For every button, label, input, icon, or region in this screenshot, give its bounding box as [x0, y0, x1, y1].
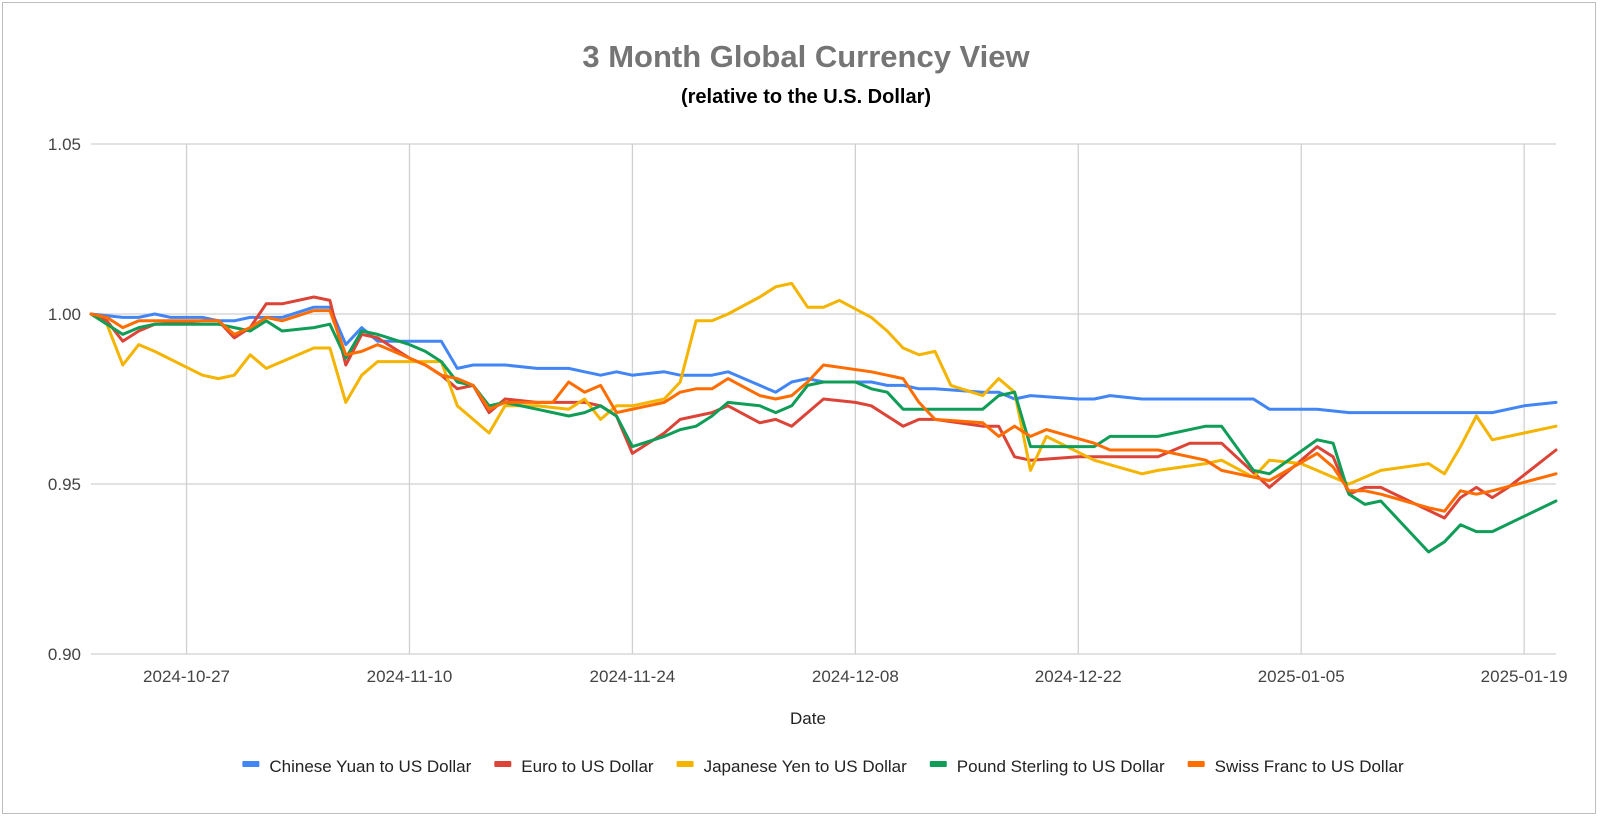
chart-subtitle: (relative to the U.S. Dollar): [681, 86, 931, 108]
x-tick-label: 2024-12-08: [812, 667, 899, 686]
legend-label: Chinese Yuan to US Dollar: [269, 757, 471, 776]
legend-item: Chinese Yuan to US Dollar: [242, 757, 472, 776]
legend-swatch: [242, 761, 260, 767]
x-axis-title: Date: [790, 709, 826, 728]
x-tick-label: 2024-10-27: [143, 667, 230, 686]
legend-swatch: [494, 761, 512, 767]
y-tick-label: 0.90: [48, 645, 81, 664]
legend-label: Euro to US Dollar: [521, 757, 654, 776]
x-tick-label: 2025-01-19: [1481, 667, 1568, 686]
gridlines: [91, 143, 1556, 655]
y-tick-label: 0.95: [48, 475, 81, 494]
legend-item: Japanese Yen to US Dollar: [676, 757, 908, 776]
y-tick-label: 1.05: [48, 135, 81, 154]
x-axis-ticks: 2024-10-27 2024-11-10 2024-11-24 2024-12-08…: [143, 667, 1568, 686]
legend-swatch: [1187, 761, 1205, 767]
x-tick-label: 2024-11-10: [367, 667, 453, 686]
legend-label: Pound Sterling to US Dollar: [957, 757, 1165, 776]
series-line-swiss-franc-to-us-dollar: [89, 309, 1558, 513]
series-line-euro-to-us-dollar: [89, 295, 1558, 520]
x-tick-label: 2024-12-22: [1035, 667, 1122, 686]
series-line-japanese-yen-to-us-dollar: [89, 281, 1558, 486]
series-lines: [89, 281, 1558, 554]
legend-item: Swiss Franc to US Dollar: [1187, 757, 1404, 776]
legend-label: Swiss Franc to US Dollar: [1215, 757, 1404, 776]
legend-item: Pound Sterling to US Dollar: [929, 757, 1165, 776]
y-tick-label: 1.00: [48, 305, 81, 324]
legend-label: Japanese Yen to US Dollar: [704, 757, 908, 776]
x-tick-label: 2025-01-05: [1258, 667, 1345, 686]
legend-item: Euro to US Dollar: [494, 757, 654, 776]
chart-title: 3 Month Global Currency View: [582, 39, 1030, 74]
series-line-pound-sterling-to-us-dollar: [89, 312, 1558, 554]
y-axis-ticks: 0.90 0.95 1.00 1.05: [48, 135, 81, 664]
legend-swatch: [676, 761, 694, 767]
legend: Chinese Yuan to US Dollar Euro to US Doll…: [242, 757, 1404, 776]
legend-swatch: [929, 761, 947, 767]
series-line-chinese-yuan-to-us-dollar: [89, 305, 1558, 415]
x-tick-label: 2024-11-24: [590, 667, 676, 686]
